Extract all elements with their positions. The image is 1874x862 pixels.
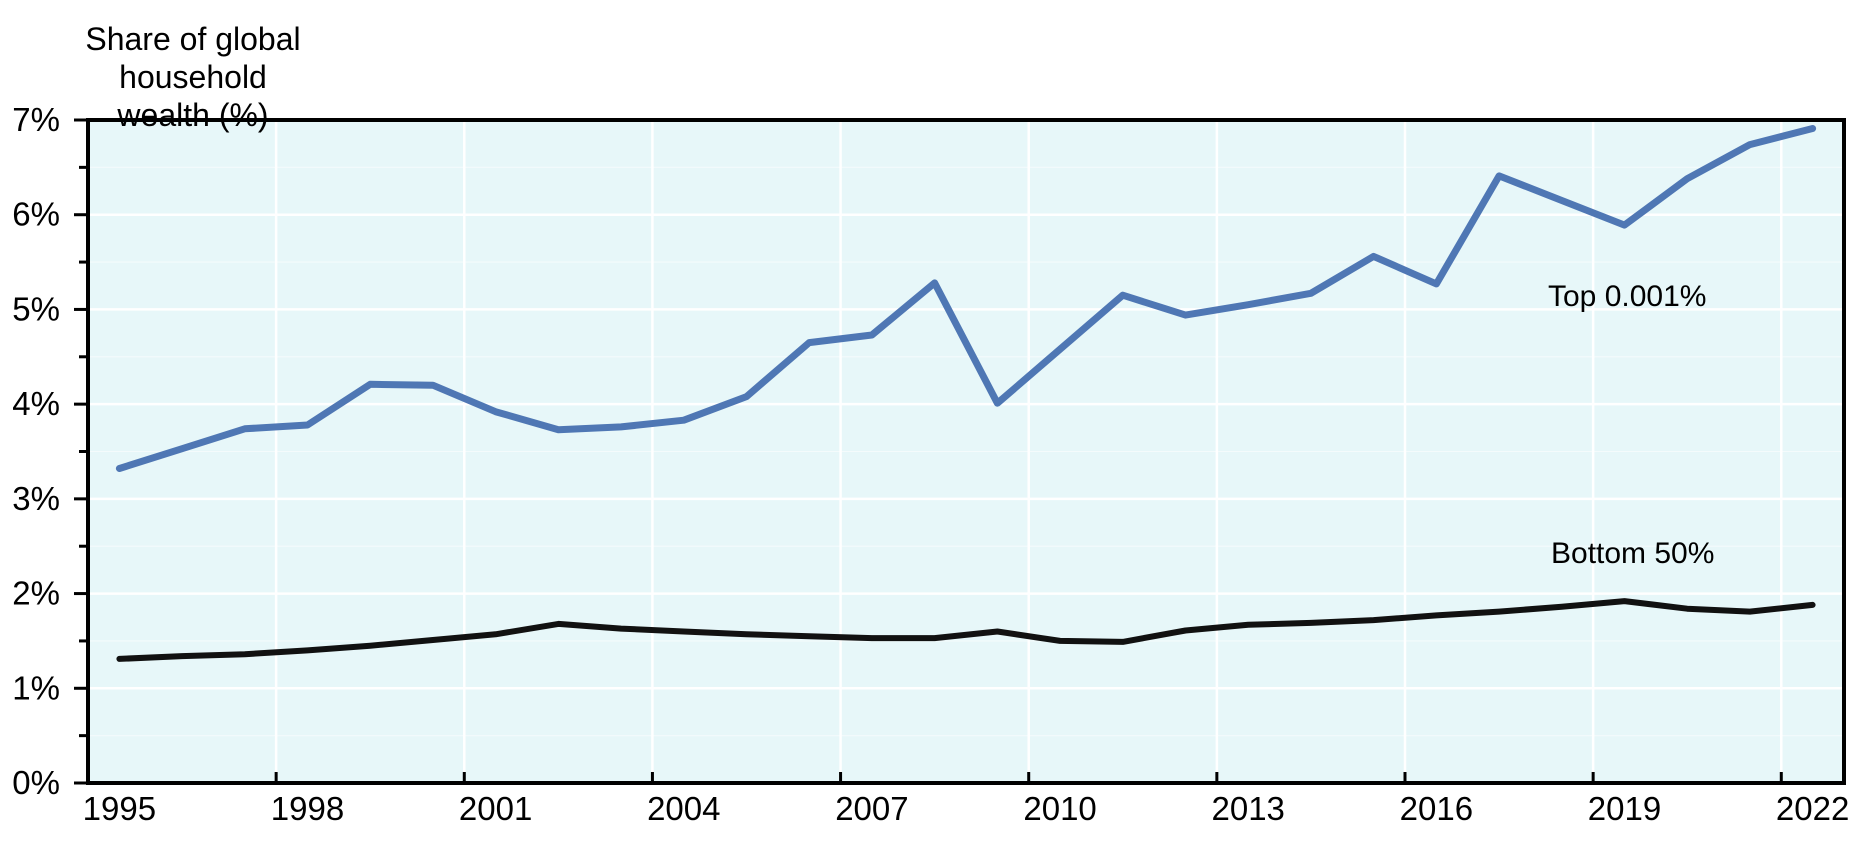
y-tick-label: 0% — [12, 764, 60, 801]
plot-frame — [86, 118, 1846, 785]
y-tick-label: 2% — [12, 575, 60, 612]
x-tick-label: 2007 — [835, 790, 908, 827]
x-tick-label: 2016 — [1400, 790, 1473, 827]
x-tick-label: 2019 — [1588, 790, 1661, 827]
series-label-bottom-50: Bottom 50% — [1551, 537, 1715, 570]
chart-title-line1: Share of global household — [85, 21, 301, 95]
y-tick-label: 7% — [12, 101, 60, 138]
y-tick-label: 6% — [12, 196, 60, 233]
series-line-bottom-50 — [116, 598, 1816, 662]
chart-title-line2: wealth (%) — [117, 97, 269, 133]
series-label-top-0-001: Top 0.001% — [1548, 280, 1707, 313]
x-tick-label: 2013 — [1212, 790, 1285, 827]
x-tick-label: 1998 — [271, 790, 344, 827]
series-line-top-0-001 — [115, 125, 1817, 472]
x-tick-label: 2001 — [459, 790, 532, 827]
y-tick-label: 5% — [12, 290, 60, 327]
x-tick-label: 2010 — [1023, 790, 1096, 827]
x-tick-label: 2004 — [647, 790, 720, 827]
y-tick-label: 4% — [12, 385, 60, 422]
y-tick-label: 1% — [12, 669, 60, 706]
x-tick-label: 2022 — [1776, 790, 1849, 827]
chart-title: Share of global household wealth (%) — [26, 20, 360, 134]
x-tick-label: 1995 — [83, 790, 156, 827]
y-tick-label: 3% — [12, 480, 60, 517]
